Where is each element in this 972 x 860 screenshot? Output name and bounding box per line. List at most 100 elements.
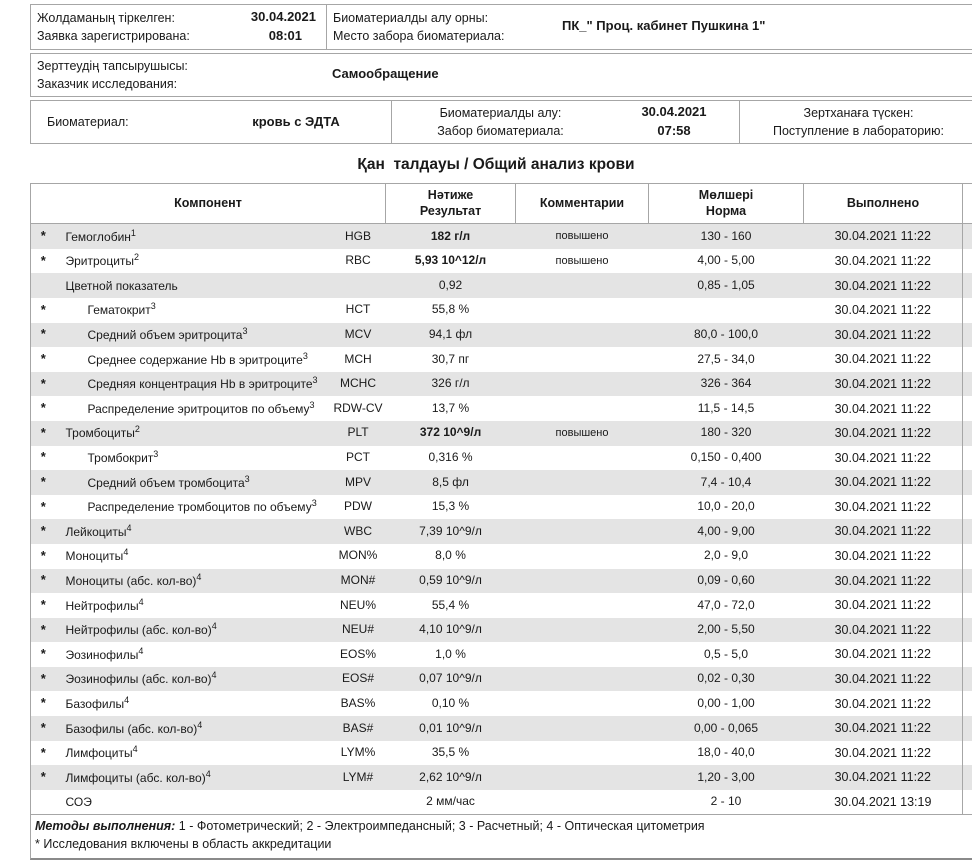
accredited-marker: * [31, 347, 56, 372]
component-name: Базофилы4 [56, 691, 331, 716]
table-row: * Распределение эритроцитов по объему3 R… [31, 396, 972, 421]
comment-value [516, 691, 649, 716]
component-code: LYM# [331, 765, 386, 790]
report-title: Қан талдауы / Общий анализ крови [30, 156, 962, 174]
performed-datetime: 30.04.2021 11:22 [804, 323, 963, 348]
registration-datetime: 30.04.2021 08:01 [211, 5, 326, 49]
component-code: MCHC [331, 372, 386, 397]
table-row: Цветной показатель 0,92 0,85 - 1,05 30.0… [31, 273, 972, 298]
component-code [331, 790, 386, 815]
accredited-marker: * [31, 396, 56, 421]
performed-datetime: 30.04.2021 11:22 [804, 298, 963, 323]
norm-range: 4,00 - 9,00 [649, 519, 804, 544]
norm-range: 10,0 - 20,0 [649, 495, 804, 520]
customer-labels: Зерттеудің тапсырушысы: Заказчик исследо… [31, 54, 326, 96]
method-superscript: 4 [124, 695, 129, 705]
component-code: NEU% [331, 593, 386, 618]
norm-range: 2,00 - 5,50 [649, 618, 804, 643]
table-stub-cell [963, 667, 972, 692]
biomaterial-value-cell: кровь с ЭДТА [201, 101, 391, 143]
component-code: NEU# [331, 618, 386, 643]
component-code: BAS# [331, 716, 386, 741]
collection-site-labels: Биоматериалды алу орны: Место забора био… [326, 5, 556, 49]
component-name: Распределение тромбоцитов по объему3 [56, 495, 331, 520]
comment-value [516, 273, 649, 298]
component-name: Распределение эритроцитов по объему3 [56, 396, 331, 421]
table-stub-cell [963, 249, 972, 274]
component-name-text: Гематокрит [88, 303, 151, 317]
result-value: 2,62 10^9/л [386, 765, 516, 790]
component-code: MCH [331, 347, 386, 372]
norm-range: 11,5 - 14,5 [649, 396, 804, 421]
component-name: Лейкоциты4 [56, 519, 331, 544]
table-stub-cell [963, 593, 972, 618]
comment-value [516, 741, 649, 766]
table-stub-cell [963, 618, 972, 643]
accredited-marker: * [31, 421, 56, 446]
component-code: PLT [331, 421, 386, 446]
method-superscript: 4 [138, 646, 143, 656]
component-name: СОЭ [56, 790, 331, 815]
accredited-marker [31, 790, 56, 815]
comment-value [516, 765, 649, 790]
method-superscript: 3 [242, 326, 247, 336]
component-code: MCV [331, 323, 386, 348]
result-value: 182 г/л [386, 224, 516, 249]
table-stub-cell [963, 716, 972, 741]
result-value: 15,3 % [386, 495, 516, 520]
table-stub-cell [963, 642, 972, 667]
result-value: 5,93 10^12/л [386, 249, 516, 274]
performed-datetime: 30.04.2021 11:22 [804, 470, 963, 495]
performed-datetime: 30.04.2021 11:22 [804, 691, 963, 716]
table-row: * Лейкоциты4 WBC 7,39 10^9/л 4,00 - 9,00… [31, 519, 972, 544]
result-value: 372 10^9/л [386, 421, 516, 446]
component-name-text: Цветной показатель [66, 279, 178, 293]
component-name: Нейтрофилы (абс. кол-во)4 [56, 618, 331, 643]
accreditation-note: * Исследования включены в область аккред… [35, 836, 968, 854]
norm-range: 180 - 320 [649, 421, 804, 446]
table-stub-cell [963, 273, 972, 298]
norm-range: 4,00 - 5,00 [649, 249, 804, 274]
result-value: 55,4 % [386, 593, 516, 618]
result-value: 1,0 % [386, 642, 516, 667]
component-name-text: Средний объем эритроцита [88, 328, 243, 342]
norm-range: 0,150 - 0,400 [649, 446, 804, 471]
performed-datetime: 30.04.2021 11:22 [804, 273, 963, 298]
performed-datetime: 30.04.2021 11:22 [804, 544, 963, 569]
column-header-result-kz: Нәтиже [388, 188, 513, 204]
comment-value [516, 298, 649, 323]
norm-range: 2,0 - 9,0 [649, 544, 804, 569]
component-name-text: Моноциты [66, 549, 124, 563]
accredited-marker: * [31, 618, 56, 643]
table-row: * Эритроциты2 RBC 5,93 10^12/л повышено … [31, 249, 972, 274]
comment-value [516, 396, 649, 421]
customer-label-kz: Зерттеудің тапсырушысы: [37, 57, 320, 75]
result-value: 13,7 % [386, 396, 516, 421]
component-name-text: Распределение эритроцитов по объему [88, 402, 310, 416]
component-name-text: Лимфоциты [66, 746, 133, 760]
component-code: EOS# [331, 667, 386, 692]
performed-datetime: 30.04.2021 11:22 [804, 765, 963, 790]
performed-datetime: 30.04.2021 11:22 [804, 446, 963, 471]
table-row: * Средний объем эритроцита3 MCV 94,1 фл … [31, 323, 972, 348]
comment-value [516, 642, 649, 667]
comment-value [516, 790, 649, 815]
norm-range: 2 - 10 [649, 790, 804, 815]
collection-site-value-cell: ПК_" Проц. кабинет Пушкина 1" [556, 5, 972, 49]
component-name-text: СОЭ [66, 795, 92, 809]
component-name: Эритроциты2 [56, 249, 331, 274]
registration-label-kz: Жолдаманың тіркелген: [37, 9, 205, 27]
column-header-norm: Мөлшері Норма [649, 183, 804, 223]
customer-label-ru: Заказчик исследования: [37, 75, 320, 93]
column-header-result-ru: Результат [388, 204, 513, 220]
component-name: Тромбокрит3 [56, 446, 331, 471]
component-name-text: Лейкоциты [66, 525, 127, 539]
column-header-component: Компонент [31, 183, 386, 223]
registration-time: 08:01 [217, 27, 316, 46]
component-name-text: Средний объем тромбоцита [88, 476, 245, 490]
accredited-marker: * [31, 642, 56, 667]
biomaterial-value: кровь с ЭДТА [207, 113, 385, 132]
collection-site-value: ПК_" Проц. кабинет Пушкина 1" [562, 17, 972, 36]
accredited-marker: * [31, 372, 56, 397]
component-name: Моноциты4 [56, 544, 331, 569]
